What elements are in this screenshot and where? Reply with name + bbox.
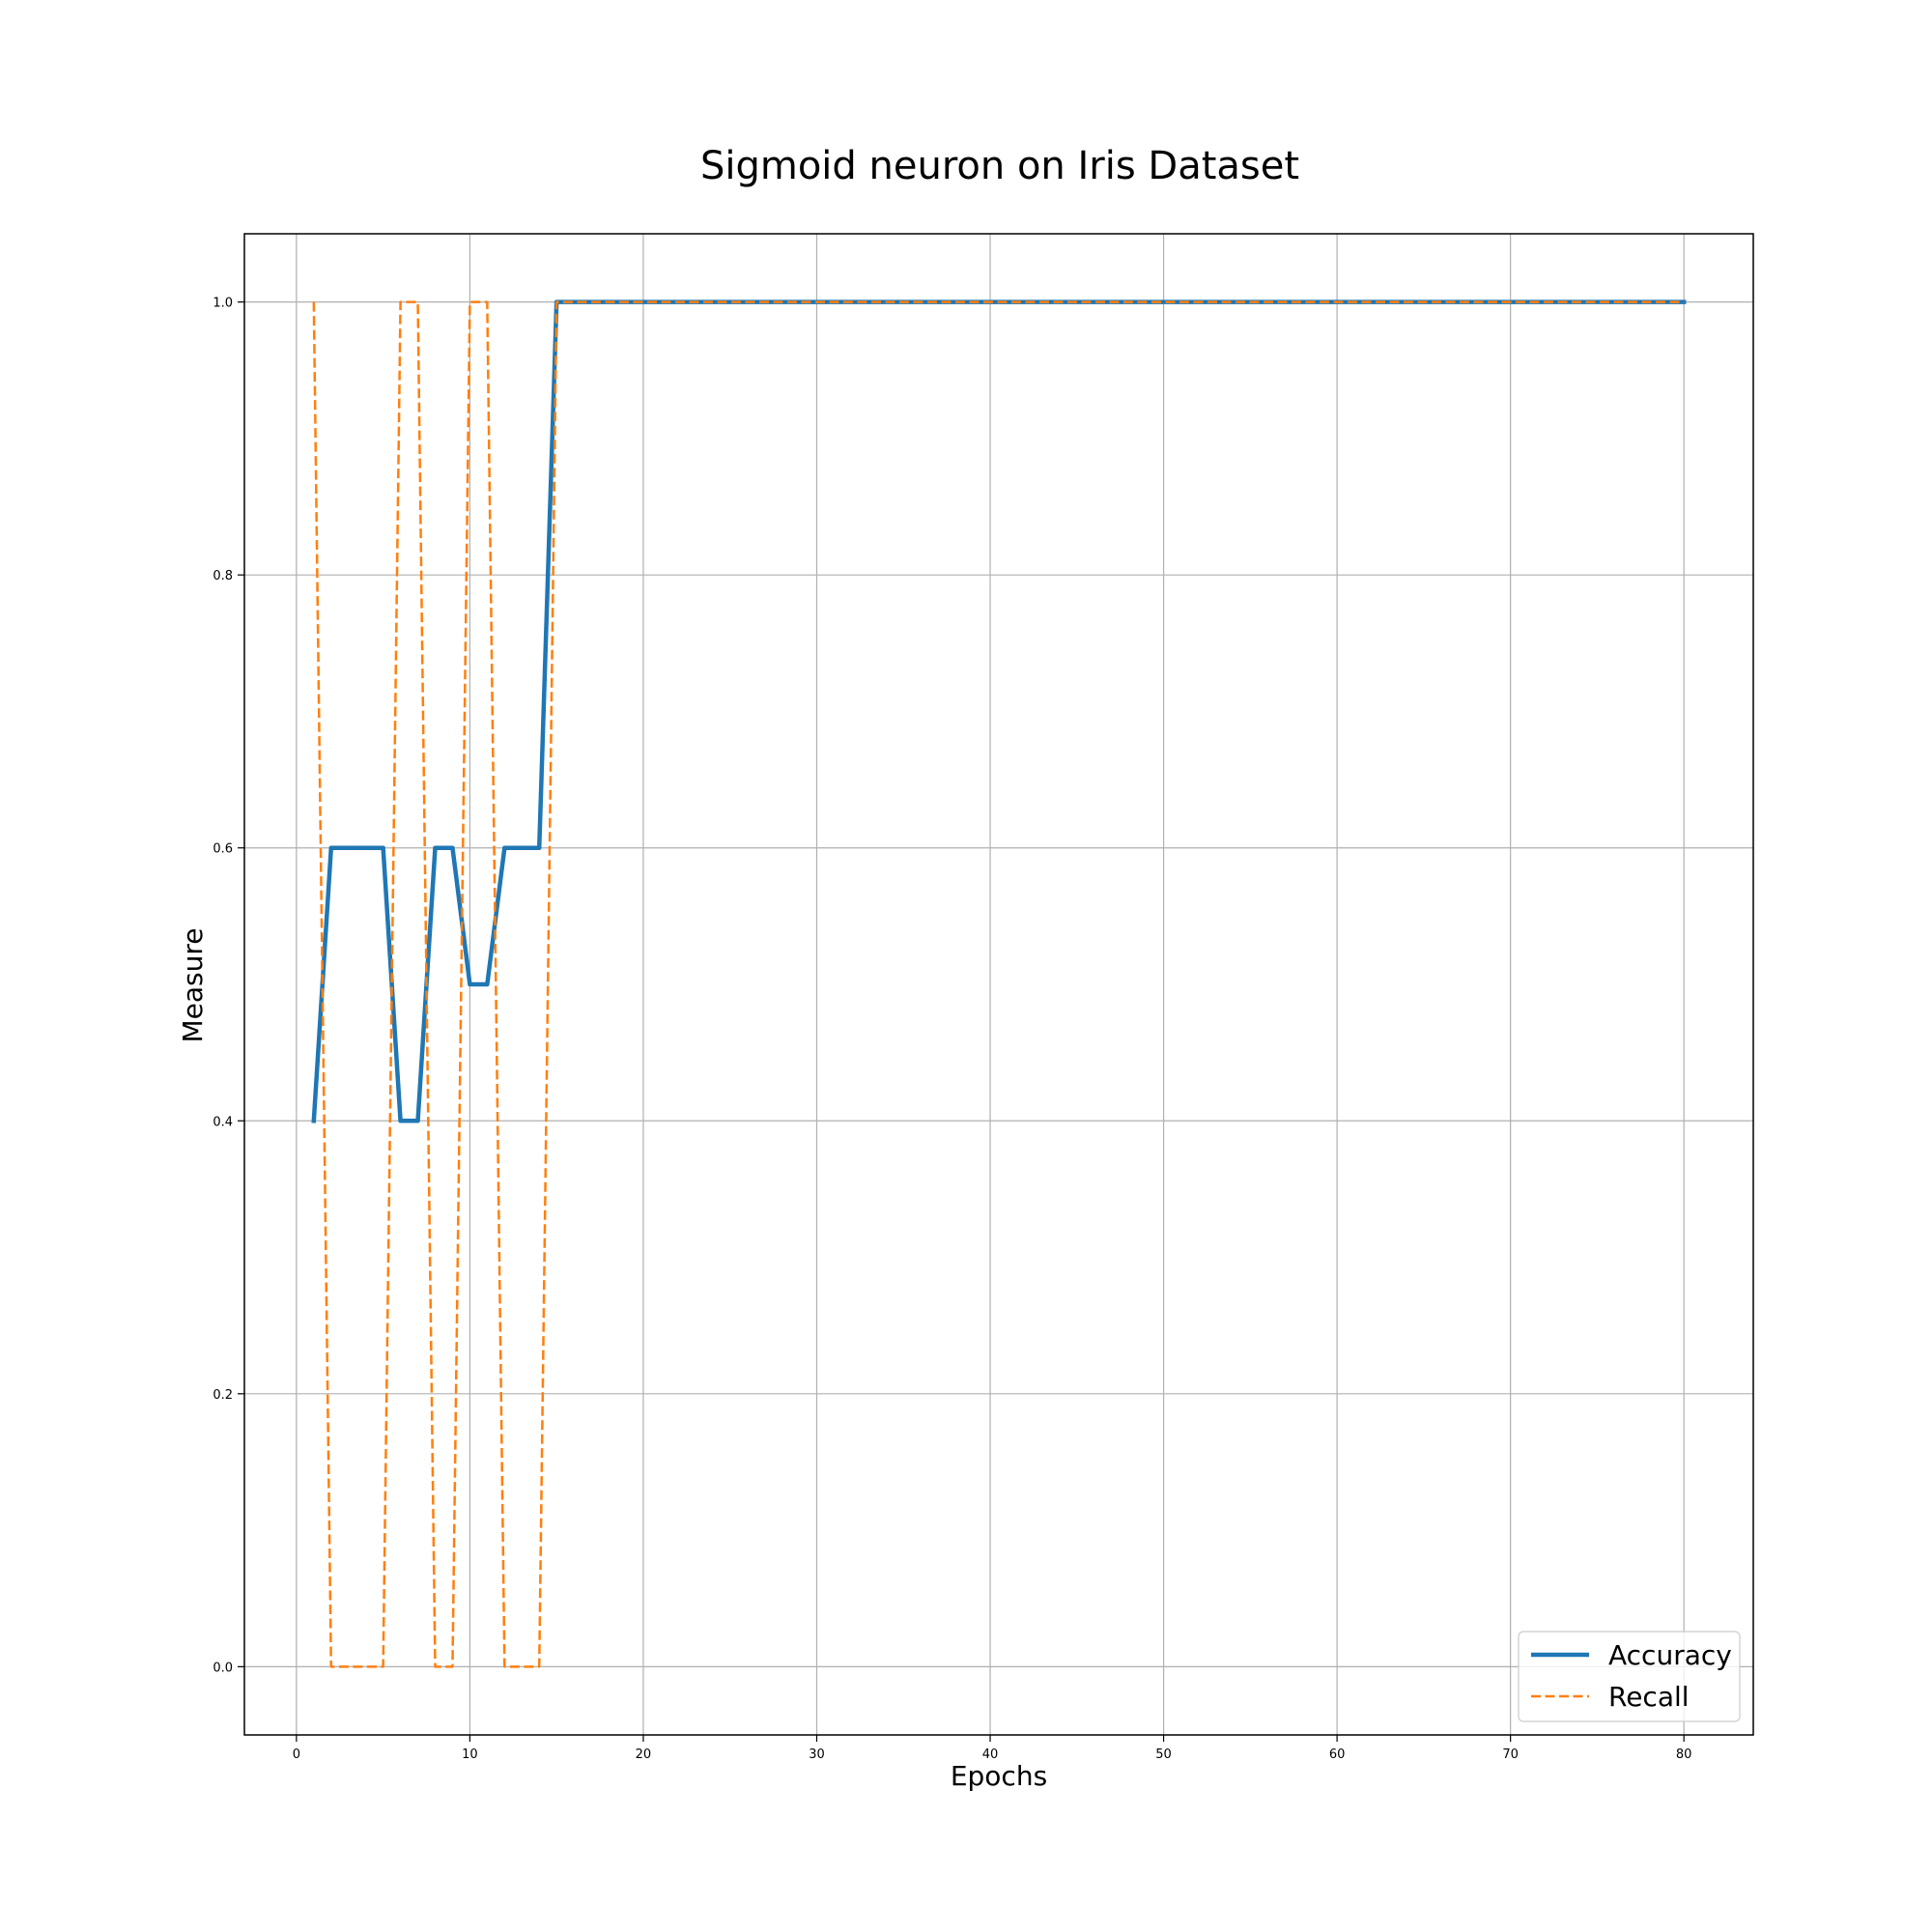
x-tick-label: 60: [1329, 1747, 1346, 1762]
x-axis-label: Epochs: [951, 1760, 1047, 1792]
y-axis-label: Measure: [177, 928, 209, 1043]
x-tick-label: 30: [809, 1747, 825, 1762]
y-axis: 0.0 0.2 0.4 0.6 0.8 1.0: [213, 297, 244, 1675]
plot-area: [243, 233, 1754, 1736]
x-tick-label: 50: [1155, 1747, 1172, 1762]
x-tick-label: 10: [462, 1747, 478, 1762]
x-tick-label: 20: [636, 1747, 652, 1762]
legend: Accuracy Recall: [1518, 1631, 1741, 1722]
y-tick-label: 0.6: [213, 842, 233, 857]
chart-title: Sigmoid neuron on Iris Dataset: [700, 144, 1299, 188]
x-tick-label: 70: [1502, 1747, 1519, 1762]
x-tick-label: 0: [293, 1747, 300, 1762]
y-tick-label: 1.0: [213, 297, 233, 311]
series-line-recall: [312, 300, 1685, 1668]
legend-label-recall: Recall: [1608, 1681, 1690, 1713]
series-lines: [311, 299, 1687, 1668]
x-tick-label: 40: [982, 1747, 999, 1762]
legend-entries: Accuracy Recall: [1531, 1639, 1732, 1713]
y-tick-label: 0.4: [213, 1115, 233, 1129]
x-axis: 0 10 20 30 40 50 60 70 80: [293, 1735, 1692, 1762]
y-tick-label: 0.0: [213, 1661, 233, 1675]
axes-frame: [243, 233, 1754, 1736]
y-tick-label: 0.8: [213, 569, 233, 583]
y-tick-label: 0.2: [213, 1388, 233, 1403]
x-tick-label: 80: [1676, 1747, 1692, 1762]
legend-label-accuracy: Accuracy: [1608, 1639, 1732, 1671]
